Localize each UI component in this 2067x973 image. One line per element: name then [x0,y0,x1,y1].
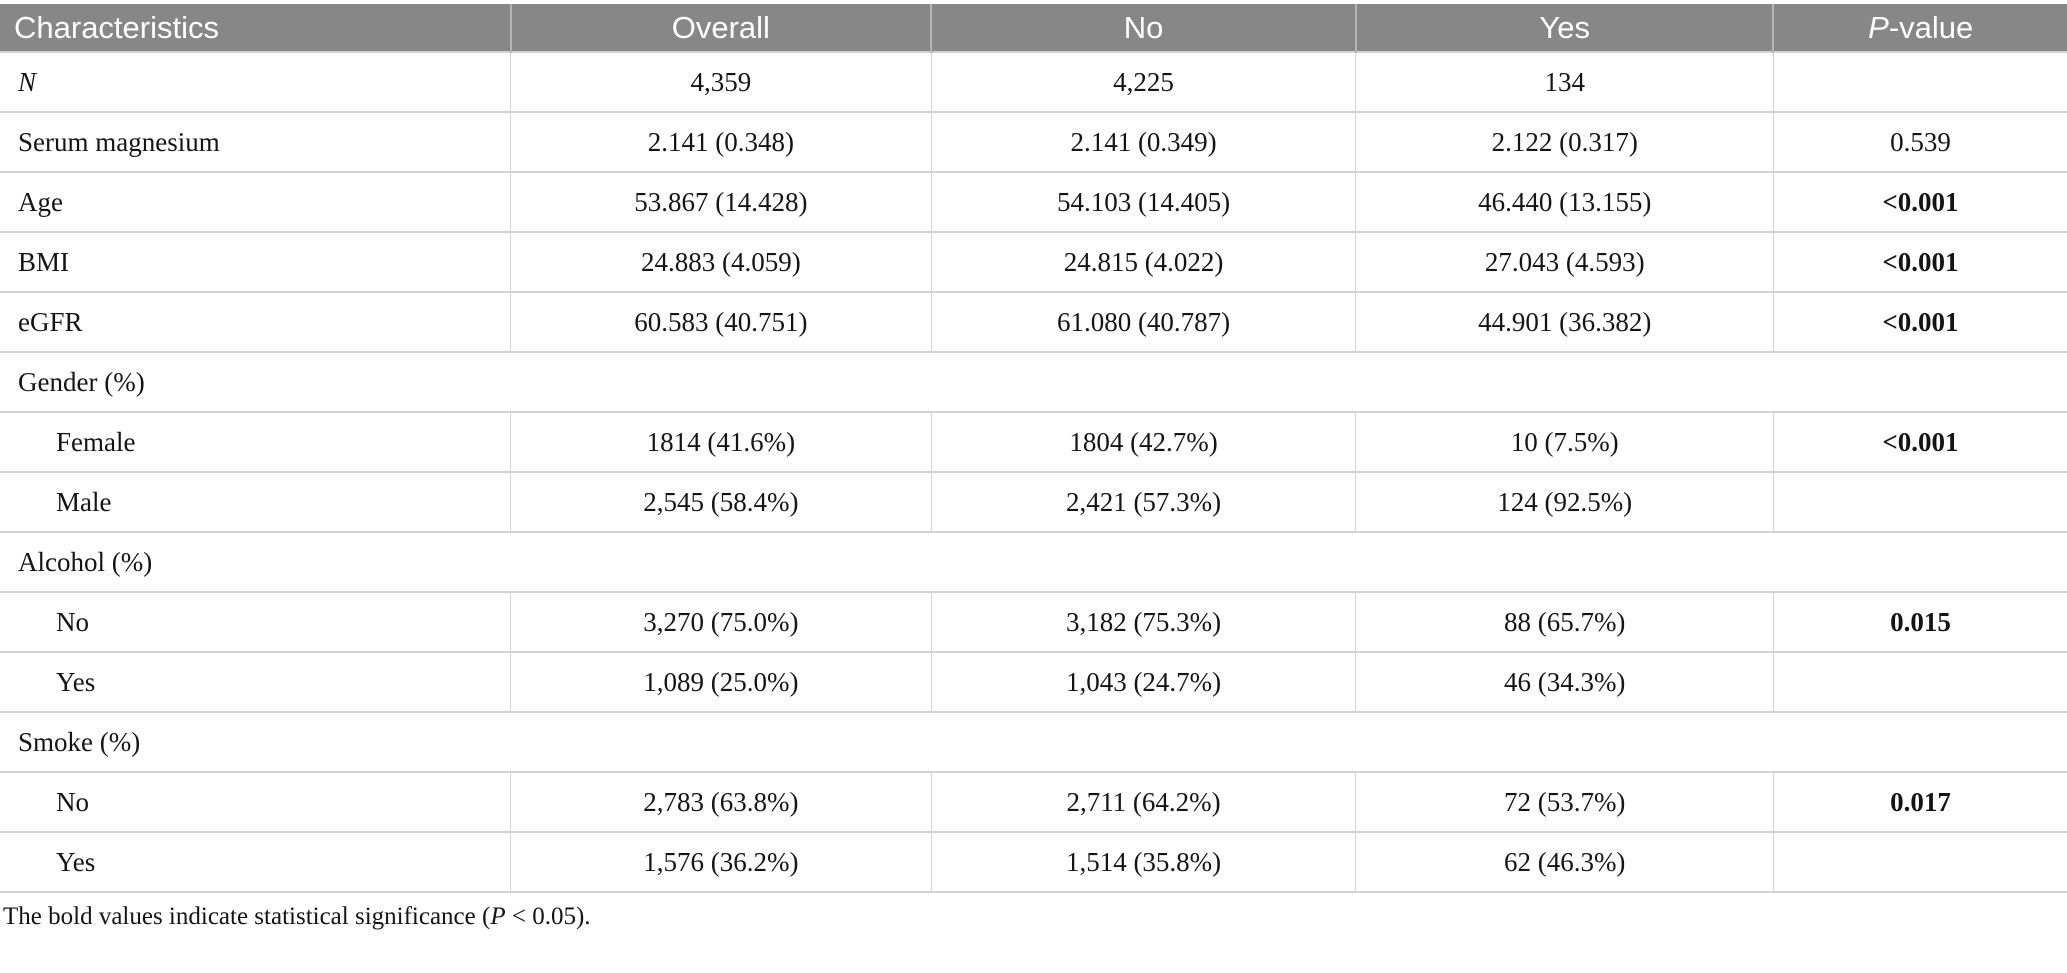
footnote-italic-p: P [490,903,506,930]
cell-no: 54.103 (14.405) [930,171,1357,233]
row-label: Male [0,471,512,533]
table-header: Characteristics Overall No Yes P-value [0,4,2067,52]
cell-no: 2,711 (64.2%) [930,771,1357,833]
italic-letter: P [1868,9,1889,45]
cell-overall: 2.141 (0.348) [510,111,932,173]
table-footnote: The bold values indicate statistical sig… [0,903,2067,931]
cell-overall: 2,545 (58.4%) [510,471,932,533]
section-row-smoke: Smoke (%) [0,711,2067,773]
cell-p-value: 0.017 [1772,771,2067,833]
section-label: Gender (%) [0,351,2067,413]
cell-p-value [1772,51,2067,113]
table-row-male: Male 2,545 (58.4%) 2,421 (57.3%) 124 (92.5%… [0,471,2067,533]
table-row-age: Age 53.867 (14.428) 54.103 (14.405) 46.440 … [0,171,2067,233]
row-label: Yes [0,651,512,713]
cell-overall: 3,270 (75.0%) [510,591,932,653]
footnote-text-pre: The bold values indicate statistical sig… [3,903,491,930]
cell-no: 2.141 (0.349) [930,111,1357,173]
cell-yes: 134 [1355,51,1774,113]
cell-overall: 4,359 [510,51,932,113]
characteristics-table: Characteristics Overall No Yes P-value N 4,35… [0,4,2067,893]
table-row-no: No 3,270 (75.0%) 3,182 (75.3%) 88 (65.7%) 0.… [0,591,2067,653]
section-label: Smoke (%) [0,711,2067,773]
table-row-egfr: eGFR 60.583 (40.751) 61.080 (40.787) 44.901… [0,291,2067,353]
cell-yes: 46 (34.3%) [1355,651,1774,713]
section-label: Alcohol (%) [0,531,2067,593]
cell-yes: 124 (92.5%) [1355,471,1774,533]
cell-p-value: <0.001 [1772,171,2067,233]
cell-p-value [1772,831,2067,893]
cell-overall: 60.583 (40.751) [510,291,932,353]
column-header-no: No [930,4,1356,52]
cell-no: 1,043 (24.7%) [930,651,1357,713]
section-row-gender: Gender (%) [0,351,2067,413]
row-label: Serum magnesium [0,111,512,173]
cell-yes: 46.440 (13.155) [1355,171,1774,233]
cell-yes: 27.043 (4.593) [1355,231,1774,293]
footnote-text-post: < 0.05). [505,903,591,930]
cell-no: 2,421 (57.3%) [930,471,1357,533]
cell-p-value: 0.015 [1772,591,2067,653]
row-label: Age [0,171,512,233]
cell-overall: 53.867 (14.428) [510,171,932,233]
table-header-row: Characteristics Overall No Yes P-value [0,4,2067,52]
cell-no: 1,514 (35.8%) [930,831,1357,893]
table-row-yes: Yes 1,089 (25.0%) 1,043 (24.7%) 46 (34.3%) [0,651,2067,713]
column-header-yes: Yes [1354,4,1774,52]
table-row-no: No 2,783 (63.8%) 2,711 (64.2%) 72 (53.7%) 0.… [0,771,2067,833]
row-label: N [0,51,512,113]
cell-yes: 10 (7.5%) [1355,411,1774,473]
section-row-alcohol: Alcohol (%) [0,531,2067,593]
row-label: BMI [0,231,512,293]
cell-no: 1804 (42.7%) [930,411,1357,473]
cell-p-value: <0.001 [1772,291,2067,353]
table-row-bmi: BMI 24.883 (4.059) 24.815 (4.022) 27.043 (4… [0,231,2067,293]
table-body: N 4,359 4,225 134 Serum magnesium 2.141 (0.34… [0,51,2067,893]
cell-p-value [1772,651,2067,713]
row-label: Female [0,411,512,473]
column-header-overall: Overall [509,4,932,52]
cell-no: 3,182 (75.3%) [930,591,1357,653]
row-label: eGFR [0,291,512,353]
cell-overall: 1814 (41.6%) [510,411,932,473]
cell-p-value: 0.539 [1772,111,2067,173]
row-label: No [0,771,512,833]
cell-overall: 2,783 (63.8%) [510,771,932,833]
cell-no: 4,225 [930,51,1357,113]
table-row-female: Female 1814 (41.6%) 1804 (42.7%) 10 (7.5%) <… [0,411,2067,473]
column-header-characteristics: Characteristics [0,4,511,52]
cell-yes: 2.122 (0.317) [1355,111,1774,173]
cell-no: 61.080 (40.787) [930,291,1357,353]
cell-yes: 44.901 (36.382) [1355,291,1774,353]
cell-p-value: <0.001 [1772,231,2067,293]
cell-yes: 88 (65.7%) [1355,591,1774,653]
cell-no: 24.815 (4.022) [930,231,1357,293]
row-label: No [0,591,512,653]
cell-p-value [1772,471,2067,533]
cell-overall: 1,576 (36.2%) [510,831,932,893]
cell-p-value: <0.001 [1772,411,2067,473]
table-row-yes: Yes 1,576 (36.2%) 1,514 (35.8%) 62 (46.3%) [0,831,2067,893]
cell-overall: 24.883 (4.059) [510,231,932,293]
table-row-n: N 4,359 4,225 134 [0,51,2067,113]
cell-yes: 72 (53.7%) [1355,771,1774,833]
column-header-p-value: P-value [1772,4,2067,52]
row-label: Yes [0,831,512,893]
cell-overall: 1,089 (25.0%) [510,651,932,713]
cell-yes: 62 (46.3%) [1355,831,1774,893]
table-row-serum-magnesium: Serum magnesium 2.141 (0.348) 2.141 (0.349… [0,111,2067,173]
